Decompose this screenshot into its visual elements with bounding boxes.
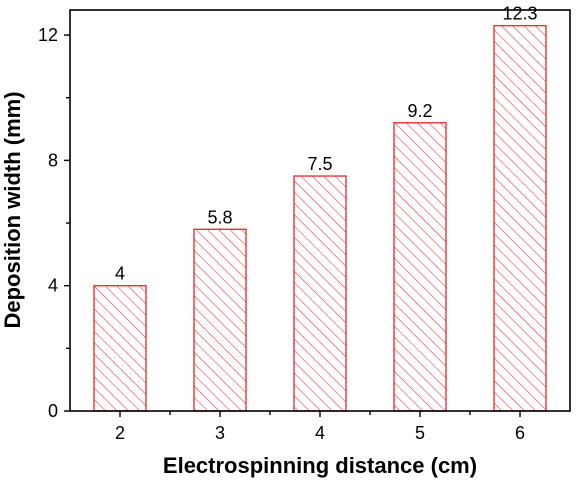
x-tick-label-6: 6 bbox=[515, 423, 525, 443]
bar-5 bbox=[393, 122, 447, 412]
bars bbox=[93, 24, 547, 412]
y-axis-ticks: 0 4 8 12 bbox=[38, 25, 70, 421]
y-tick-label-8: 8 bbox=[48, 150, 58, 170]
data-labels: 4 5.8 7.5 9.2 12.3 bbox=[115, 4, 538, 284]
data-label-3: 5.8 bbox=[207, 207, 232, 227]
y-axis-title: Deposition width (mm) bbox=[0, 91, 25, 328]
data-label-6: 12.3 bbox=[502, 4, 537, 24]
y-tick-label-0: 0 bbox=[48, 401, 58, 421]
data-label-5: 9.2 bbox=[407, 101, 432, 121]
bar-4 bbox=[293, 175, 347, 412]
x-axis-title: Electrospinning distance (cm) bbox=[163, 453, 477, 478]
x-tick-label-3: 3 bbox=[215, 423, 225, 443]
bar-6 bbox=[493, 24, 547, 412]
y-tick-label-4: 4 bbox=[48, 276, 58, 296]
x-tick-label-2: 2 bbox=[115, 423, 125, 443]
bar-3 bbox=[193, 228, 247, 412]
data-label-4: 7.5 bbox=[307, 154, 332, 174]
y-tick-label-12: 12 bbox=[38, 25, 58, 45]
bar-2 bbox=[93, 284, 147, 412]
x-tick-label-5: 5 bbox=[415, 423, 425, 443]
x-tick-label-4: 4 bbox=[315, 423, 325, 443]
x-axis-ticks: 2 3 4 5 6 bbox=[115, 411, 525, 443]
data-label-2: 4 bbox=[115, 264, 125, 284]
